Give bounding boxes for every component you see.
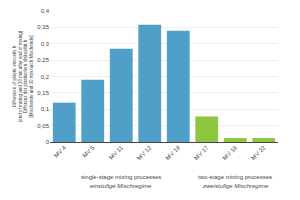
svg-text:0,25: 0,25 [37, 57, 49, 63]
svg-text:0,05: 0,05 [37, 123, 49, 129]
svg-text:MV 22: MV 22 [250, 144, 267, 161]
svg-text:0,3: 0,3 [41, 41, 50, 47]
svg-text:0: 0 [46, 139, 50, 145]
svg-text:0,4: 0,4 [41, 8, 50, 14]
svg-text:Difference of plastic viscosit: Difference of plastic viscosity h(end of… [12, 30, 35, 122]
svg-text:MV 4: MV 4 [53, 144, 68, 159]
svg-text:0,15: 0,15 [37, 90, 49, 96]
svg-text:einstufige Mischregime: einstufige Mischregime [90, 183, 152, 189]
svg-text:0,1: 0,1 [41, 106, 50, 112]
svg-text:MV 5: MV 5 [81, 144, 96, 159]
svg-text:MV 17: MV 17 [193, 144, 210, 161]
svg-text:two-stage mixing processes: two-stage mixing processes [198, 174, 272, 180]
svg-text:MV 12: MV 12 [136, 144, 153, 161]
svg-text:0,2: 0,2 [41, 74, 50, 80]
svg-text:MV 11: MV 11 [108, 144, 125, 161]
svg-text:0,35: 0,35 [37, 24, 49, 30]
svg-text:MV 18: MV 18 [222, 144, 239, 161]
svg-text:single-stage mixing processes: single-stage mixing processes [81, 174, 161, 180]
svg-text:zweistufige Mischregime: zweistufige Mischregime [202, 183, 269, 189]
svg-text:MV 19: MV 19 [165, 144, 182, 161]
